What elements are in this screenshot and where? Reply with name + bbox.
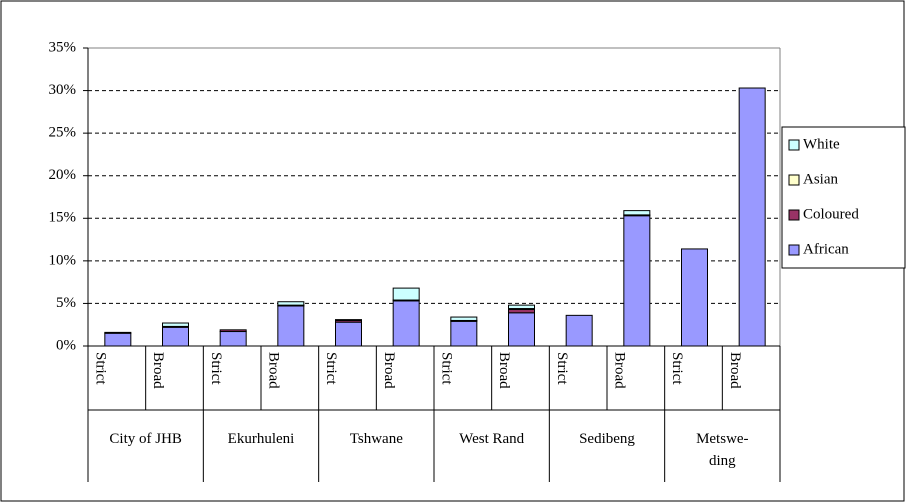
y-tick-label: 30% — [49, 82, 77, 98]
bar-segment — [335, 319, 362, 321]
bar-segment — [392, 300, 420, 347]
bar-segment — [335, 321, 362, 347]
legend-label: African — [803, 241, 849, 257]
x-tick-label: Broad — [381, 352, 397, 389]
bar-segment — [277, 301, 305, 306]
group-label: City of JHB — [109, 431, 182, 447]
bar-segment — [277, 305, 305, 347]
bar-segment — [565, 314, 593, 347]
group-label: Metswe- ding — [696, 431, 749, 469]
bar-segment — [162, 326, 189, 347]
bar-segment — [392, 287, 420, 301]
bar-segment — [162, 322, 189, 327]
legend-swatch — [788, 209, 800, 221]
bar-segment — [623, 210, 651, 216]
y-tick-label: 0% — [56, 337, 76, 353]
x-tick-label: Strict — [93, 352, 109, 385]
bar-segment — [508, 312, 535, 347]
x-tick-label: Strict — [554, 352, 570, 385]
bar-segment — [738, 87, 766, 347]
x-tick-label: Strict — [323, 352, 339, 385]
y-tick-label: 25% — [49, 125, 77, 141]
legend-label: White — [803, 136, 840, 152]
group-label: Ekurhuleni — [227, 431, 295, 447]
group-label: Sedibeng — [579, 431, 635, 447]
y-tick-label: 35% — [49, 39, 77, 55]
x-tick-label: Strict — [669, 352, 685, 385]
y-tick-label: 20% — [49, 167, 77, 183]
bar-segment — [623, 215, 651, 347]
bar-segment — [219, 329, 247, 333]
legend-box — [781, 126, 906, 269]
legend-swatch — [788, 244, 800, 256]
x-tick-label: Broad — [727, 352, 743, 389]
legend-swatch — [788, 139, 800, 151]
x-tick-label: Strict — [208, 352, 224, 385]
legend-label: Coloured — [803, 206, 859, 222]
y-tick-label: 15% — [49, 210, 77, 226]
x-tick-label: Broad — [266, 352, 282, 389]
y-tick-label: 10% — [49, 252, 77, 268]
bar-segment — [508, 308, 535, 314]
legend-label: Asian — [803, 171, 838, 187]
bar-segment — [450, 316, 478, 321]
x-tick-label: Broad — [612, 352, 628, 389]
bar-segment — [104, 332, 132, 347]
legend-swatch — [788, 174, 800, 186]
group-label: Tshwane — [349, 431, 403, 447]
group-label: West Rand — [459, 431, 525, 447]
y-tick-label: 5% — [56, 295, 76, 311]
bar-segment — [104, 331, 132, 334]
x-tick-label: Strict — [439, 352, 455, 385]
bar-segment — [681, 248, 708, 347]
bar-segment — [508, 304, 535, 310]
x-tick-label: Broad — [150, 352, 166, 389]
bar-segment — [450, 320, 478, 347]
bar-segment — [219, 331, 247, 347]
x-tick-label: Broad — [496, 352, 512, 389]
